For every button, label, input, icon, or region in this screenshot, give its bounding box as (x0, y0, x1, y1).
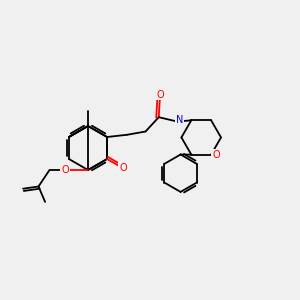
Text: O: O (61, 165, 69, 175)
Text: O: O (212, 150, 220, 160)
Text: O: O (119, 163, 127, 173)
Text: N: N (176, 115, 183, 124)
Text: O: O (156, 89, 164, 100)
